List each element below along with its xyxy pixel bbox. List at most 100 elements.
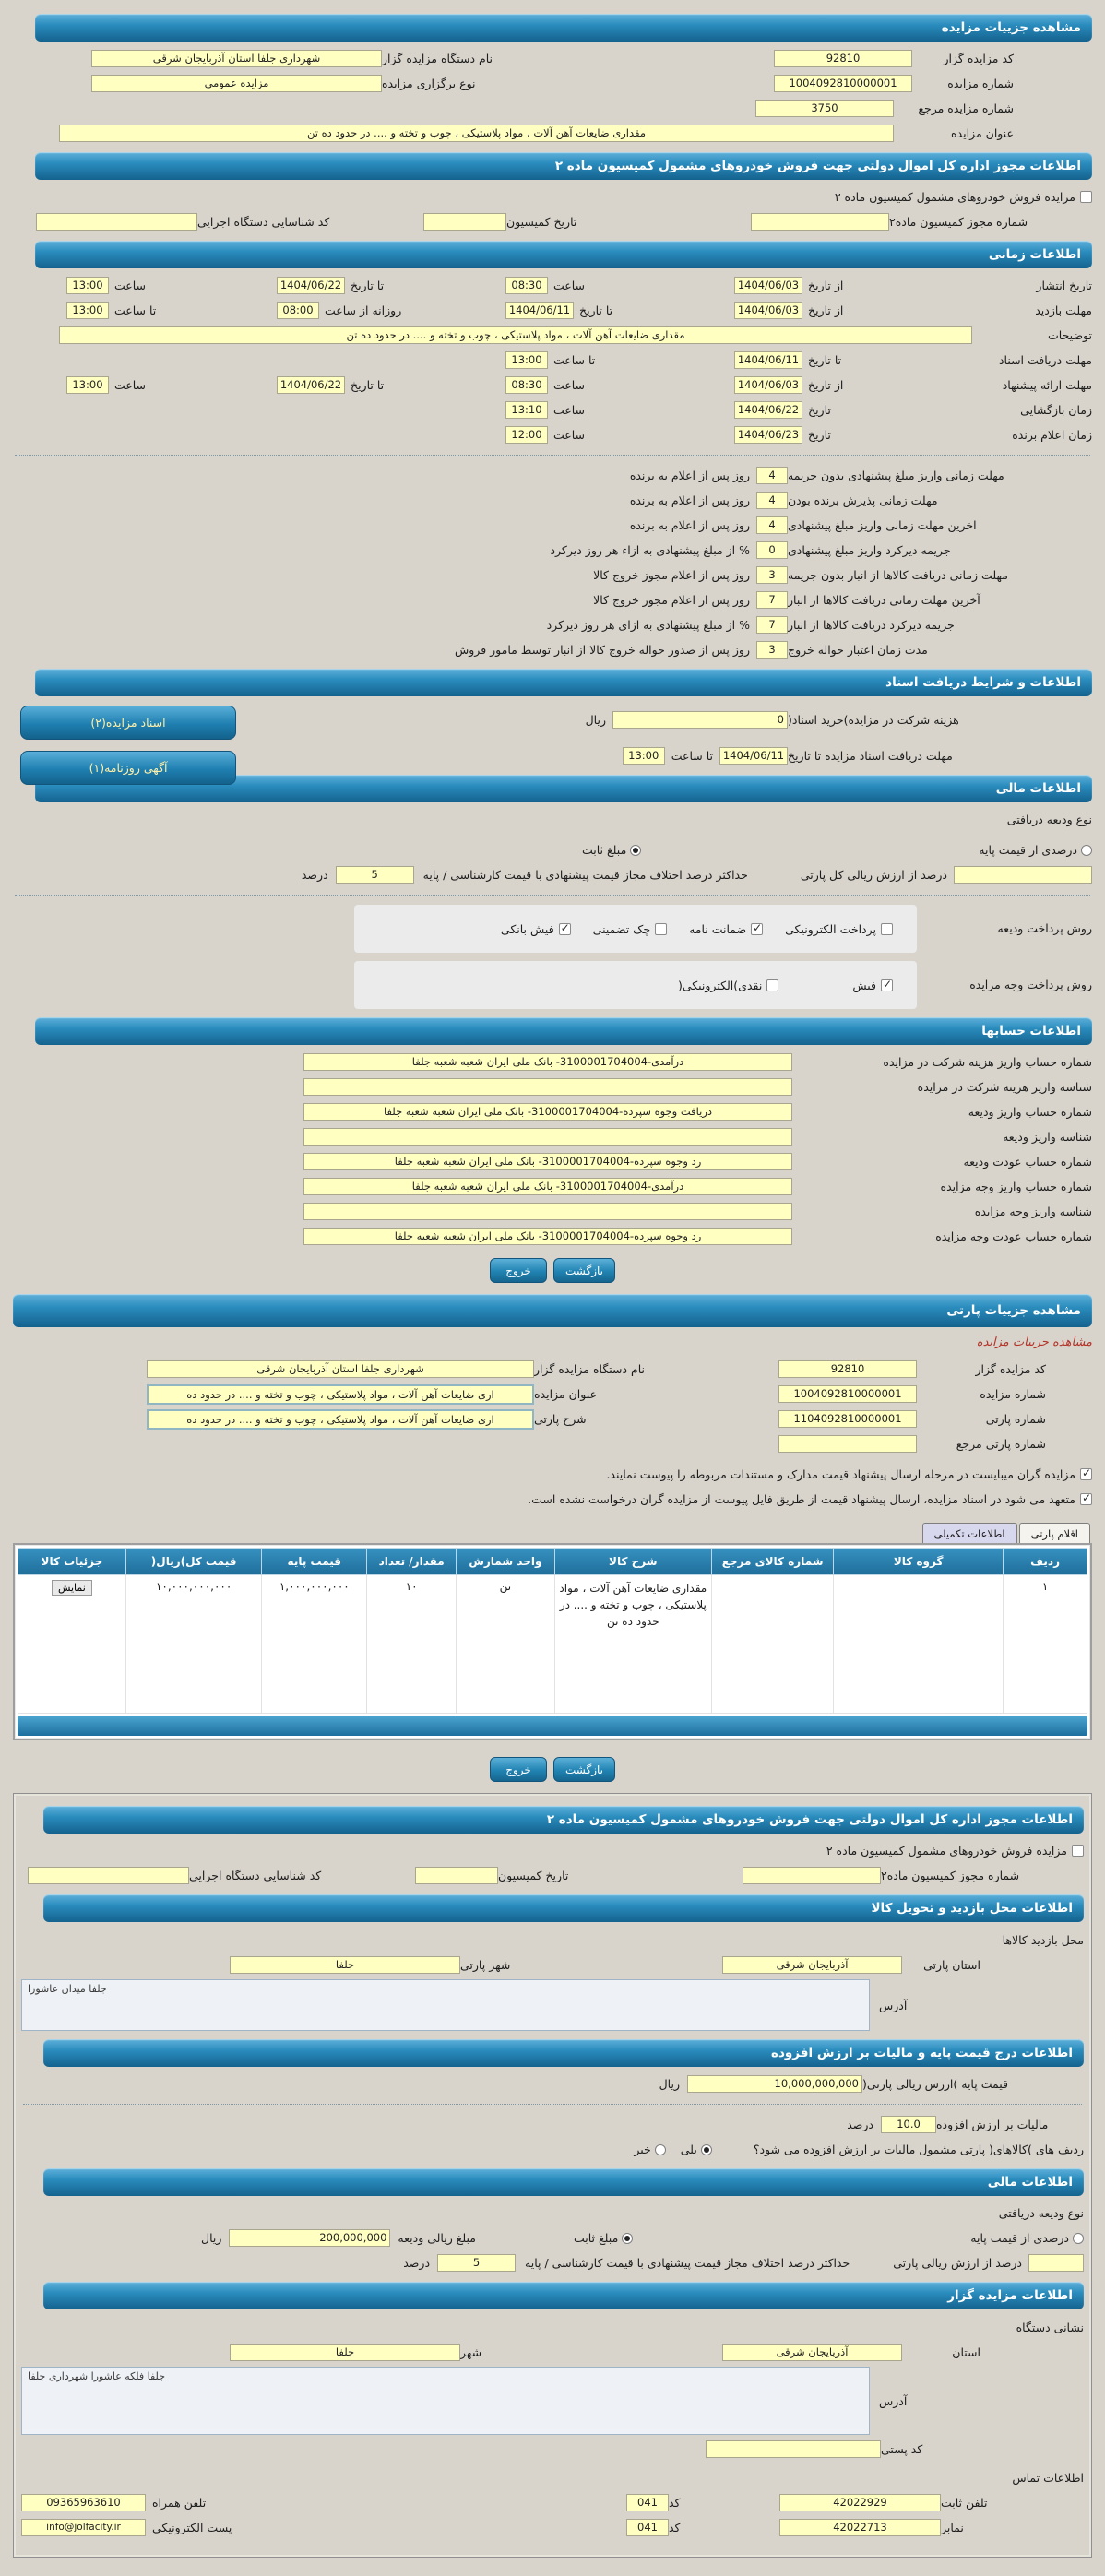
phone-area-code-field[interactable]: 041 bbox=[626, 2494, 669, 2511]
party-org-name-field[interactable]: شهرداری جلفا استان آذربایجان شرقی bbox=[147, 1360, 534, 1378]
winner-date-field[interactable]: 1404/06/23 bbox=[734, 426, 802, 444]
account-field[interactable] bbox=[303, 1128, 792, 1146]
permit-no-field[interactable] bbox=[743, 1867, 881, 1884]
org-city-field[interactable]: جلفا bbox=[230, 2344, 460, 2361]
publish-from-hour-field[interactable]: 08:30 bbox=[505, 277, 548, 294]
account-field[interactable]: درآمدی-3100001704004- بانک ملی ایران شعب… bbox=[303, 1178, 792, 1195]
back-button[interactable]: بازگشت bbox=[553, 1757, 615, 1782]
fixed-amount-radio[interactable] bbox=[622, 2232, 634, 2244]
auction-no-field[interactable]: 1004092810000001 bbox=[774, 75, 912, 92]
publish-to-date-field[interactable]: 1404/06/22 bbox=[277, 277, 345, 294]
commission-date-field[interactable] bbox=[423, 213, 506, 231]
bank-slip-checkbox[interactable] bbox=[558, 921, 571, 935]
fax-area-code-field[interactable]: 041 bbox=[626, 2519, 669, 2536]
party-desc-field[interactable]: اری ضایعات آهن آلات ، مواد پلاستیکی ، چو… bbox=[147, 1408, 534, 1430]
vat-no-radio[interactable] bbox=[654, 2143, 666, 2155]
electronic-payment-checkbox[interactable] bbox=[881, 922, 893, 935]
doc-receive-to-date-field[interactable]: 1404/06/11 bbox=[734, 351, 802, 369]
exec-code-field[interactable] bbox=[28, 1867, 189, 1884]
account-field[interactable]: رد وجوه سپرده-3100001704004- بانک ملی ای… bbox=[303, 1228, 792, 1245]
account-field[interactable]: رد وجوه سپرده-3100001704004- بانک ملی ای… bbox=[303, 1153, 792, 1170]
visit-address-textarea[interactable]: جلفا میدان عاشورا bbox=[21, 1979, 870, 2031]
mobile-field[interactable]: 09365963610 bbox=[21, 2494, 146, 2511]
percent-of-base-radio[interactable] bbox=[1073, 2232, 1084, 2244]
doc-deadline-date-field[interactable]: 1404/06/11 bbox=[719, 747, 788, 765]
phone-field[interactable]: 42022929 bbox=[779, 2494, 941, 2511]
auction-documents-button[interactable]: اسناد مزایده(۲) bbox=[20, 706, 236, 740]
offer-to-date-field[interactable]: 1404/06/22 bbox=[277, 376, 345, 394]
deadline-days-field[interactable]: 3 bbox=[756, 566, 788, 584]
exec-code-field[interactable] bbox=[36, 213, 197, 231]
deadline-days-field[interactable]: 4 bbox=[756, 492, 788, 509]
offer-from-date-field[interactable]: 1404/06/03 bbox=[734, 376, 802, 394]
account-field[interactable] bbox=[303, 1078, 792, 1096]
deposit-amount-field[interactable]: 200,000,000 bbox=[229, 2229, 391, 2247]
party-no-field[interactable]: 1104092810000001 bbox=[778, 1410, 917, 1428]
publish-to-hour-field[interactable]: 13:00 bbox=[66, 277, 109, 294]
auction-details-link[interactable]: مشاهده جزییات مزایده bbox=[976, 1335, 1092, 1349]
opening-hour-field[interactable]: 13:10 bbox=[505, 401, 548, 419]
auction-type-field[interactable]: مزایده عمومی bbox=[91, 75, 382, 92]
doc-receive-to-hour-field[interactable]: 13:00 bbox=[505, 351, 548, 369]
offer-to-hour-field[interactable]: 13:00 bbox=[66, 376, 109, 394]
doc-deadline-hour-field[interactable]: 13:00 bbox=[622, 747, 665, 765]
permit-checkbox[interactable] bbox=[1080, 191, 1092, 203]
description-field[interactable]: مقداری ضایعات آهن آلات ، مواد پلاستیکی ،… bbox=[59, 326, 972, 344]
auction-title-field[interactable]: مقداری ضایعات آهن آلات ، مواد پلاستیکی ،… bbox=[59, 125, 894, 142]
account-field[interactable]: دریافت وجوه سپرده-3100001704004- بانک مل… bbox=[303, 1103, 792, 1121]
deadline-days-field[interactable]: 4 bbox=[756, 516, 788, 534]
party-auction-title-field[interactable]: اری ضایعات آهن آلات ، مواد پلاستیکی ، چو… bbox=[147, 1383, 534, 1405]
party-city-field[interactable]: جلفا bbox=[230, 1956, 460, 1974]
visit-to-date-field[interactable]: 1404/06/11 bbox=[505, 302, 574, 319]
org-province-field[interactable]: آذربایجان شرقی bbox=[722, 2344, 902, 2361]
fixed-amount-radio[interactable] bbox=[630, 844, 642, 856]
exit-button[interactable]: خروج bbox=[490, 1258, 547, 1283]
attachments-required-checkbox[interactable] bbox=[1080, 1466, 1092, 1480]
visit-from-date-field[interactable]: 1404/06/03 bbox=[734, 302, 802, 319]
vat-field[interactable]: 10.0 bbox=[881, 2116, 936, 2133]
guarantee-checkbox[interactable] bbox=[751, 921, 764, 935]
cash-electronic-checkbox[interactable] bbox=[766, 979, 779, 991]
no-file-offer-checkbox[interactable] bbox=[1080, 1491, 1092, 1505]
visit-to-hour-field[interactable]: 13:00 bbox=[66, 302, 109, 319]
max-diff-field[interactable]: 5 bbox=[335, 866, 414, 884]
fax-field[interactable]: 42022713 bbox=[779, 2519, 941, 2536]
deadline-percent-field[interactable]: 0 bbox=[756, 541, 788, 559]
opening-date-field[interactable]: 1404/06/22 bbox=[734, 401, 802, 419]
party-province-field[interactable]: آذربایجان شرقی bbox=[722, 1956, 902, 1974]
visit-from-hour-field[interactable]: 08:00 bbox=[277, 302, 319, 319]
commission-date-field[interactable] bbox=[415, 1867, 498, 1884]
account-field[interactable] bbox=[303, 1203, 792, 1220]
party-ref-field[interactable] bbox=[778, 1435, 917, 1453]
base-price-field[interactable]: 10,000,000,000 bbox=[687, 2075, 862, 2093]
deposit-percent-field[interactable] bbox=[1028, 2254, 1084, 2272]
permit-no-field[interactable] bbox=[751, 213, 889, 231]
vat-yes-radio[interactable] bbox=[700, 2143, 712, 2155]
back-button[interactable]: بازگشت bbox=[553, 1258, 615, 1283]
account-field[interactable]: درآمدی-3100001704004- بانک ملی ایران شعب… bbox=[303, 1053, 792, 1071]
bidder-code-field[interactable]: 92810 bbox=[774, 50, 912, 67]
certified-check-checkbox[interactable] bbox=[655, 922, 668, 935]
postal-code-field[interactable] bbox=[706, 2440, 881, 2458]
deadline-days-field[interactable]: 4 bbox=[756, 467, 788, 484]
publish-from-date-field[interactable]: 1404/06/03 bbox=[734, 277, 802, 294]
deadline-percent-field[interactable]: 7 bbox=[756, 616, 788, 634]
org-name-field[interactable]: شهرداری جلفا استان آذربایجان شرقی bbox=[91, 50, 382, 67]
party-auction-no-field[interactable]: 1004092810000001 bbox=[778, 1385, 917, 1403]
offer-from-hour-field[interactable]: 08:30 bbox=[505, 376, 548, 394]
winner-hour-field[interactable]: 12:00 bbox=[505, 426, 548, 444]
percent-of-base-radio[interactable] bbox=[1081, 844, 1092, 856]
newspaper-ad-button[interactable]: آگهی روزنامه(۱) bbox=[20, 751, 236, 785]
doc-cost-field[interactable]: 0 bbox=[612, 711, 788, 729]
ref-no-field[interactable]: 3750 bbox=[755, 100, 894, 117]
exit-button[interactable]: خروج bbox=[490, 1757, 547, 1782]
deposit-percent-field[interactable] bbox=[954, 866, 1092, 884]
slip-checkbox[interactable] bbox=[881, 978, 893, 991]
org-address-textarea[interactable]: جلفا فلکه عاشورا شهرداری جلفا bbox=[21, 2367, 870, 2435]
show-item-details-button[interactable]: نمایش bbox=[51, 1580, 92, 1596]
party-bidder-code-field[interactable]: 92810 bbox=[778, 1360, 917, 1378]
max-diff-field[interactable]: 5 bbox=[437, 2254, 517, 2272]
permit-checkbox[interactable] bbox=[1072, 1845, 1084, 1857]
tab-additional-info[interactable]: اطلاعات تکمیلی bbox=[921, 1523, 1017, 1543]
deadline-days-field[interactable]: 3 bbox=[756, 641, 788, 659]
